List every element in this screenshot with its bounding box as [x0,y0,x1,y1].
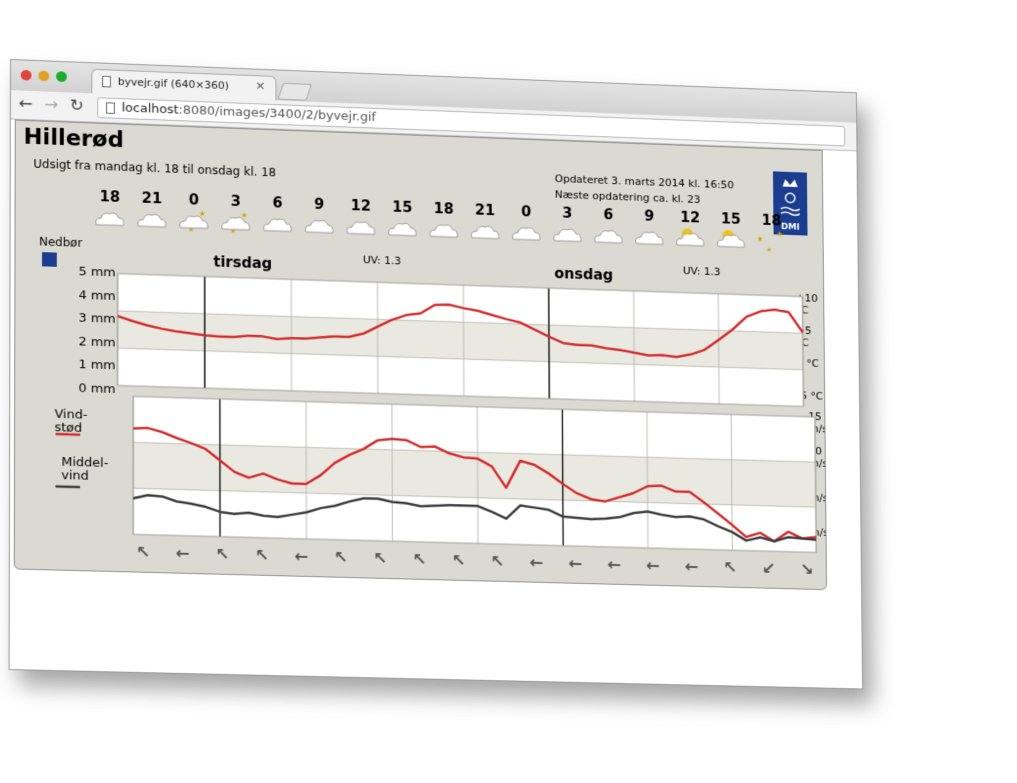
wind-direction-arrow-icon: ← [174,545,192,563]
wind-direction-arrow-icon: ← [293,548,311,566]
gridline-vertical [463,285,464,396]
wind-direction-arrow-icon: ↖ [134,544,152,562]
reload-icon[interactable]: ↻ [70,96,84,115]
wind-direction-arrow-icon: ↙ [760,560,777,577]
wind-direction-arrow-icon: ← [528,554,545,571]
new-tab-button[interactable] [277,83,312,101]
wind-direction-arrow-icon: ← [644,557,661,574]
wind-direction-arrow-icon: ↖ [411,551,428,568]
tab-title: byvejr.gif (640×360) [118,75,229,92]
wind-direction-arrow-icon: ↖ [450,552,467,569]
gridline-vertical [477,407,478,544]
url-host: localhost [122,101,179,117]
document-icon [102,76,111,88]
url-path: :8080/images/3400/2/byvejr.gif [179,103,376,125]
tab-close-icon[interactable]: × [255,79,266,93]
midnight-line [562,409,563,545]
browser-window: byvejr.gif (640×360) × ← → ↻ localhost:8… [9,59,863,689]
temperature-chart [118,274,804,407]
wind-direction-arrow-icon: ← [683,558,700,575]
wind-direction-arrow-icon: ↖ [721,559,738,576]
charts-canvas [15,121,827,591]
url-text: localhost:8080/images/3400/2/byvejr.gif [122,101,376,125]
page-viewport: Hillerød Udsigt fra mandag kl. 18 til on… [10,119,863,688]
forecast-image: Hillerød Udsigt fra mandag kl. 18 til on… [14,120,827,591]
wind-direction-arrow-icon: ← [606,556,623,573]
wind-direction-arrow-icon: ↖ [371,550,389,568]
minimize-window-button[interactable] [38,70,49,81]
gust-legend-line [56,434,81,435]
mean-legend-line [55,486,80,487]
wind-direction-arrow-icon: ↘ [798,561,815,578]
zoom-window-button[interactable] [56,71,67,82]
wind-direction-arrow-icon: ↖ [214,546,232,564]
midnight-line [549,288,550,399]
forward-arrow-icon[interactable]: → [44,95,58,114]
page-icon [106,102,115,114]
wind-direction-arrow-icon: ← [567,555,584,572]
wind-chart [133,396,816,552]
wind-direction-arrow-icon: ↖ [253,547,271,565]
back-arrow-icon[interactable]: ← [19,94,33,113]
close-window-button[interactable] [21,70,32,81]
wind-direction-arrow-icon: ↖ [489,553,506,570]
wind-direction-arrow-icon: ↖ [332,549,350,567]
